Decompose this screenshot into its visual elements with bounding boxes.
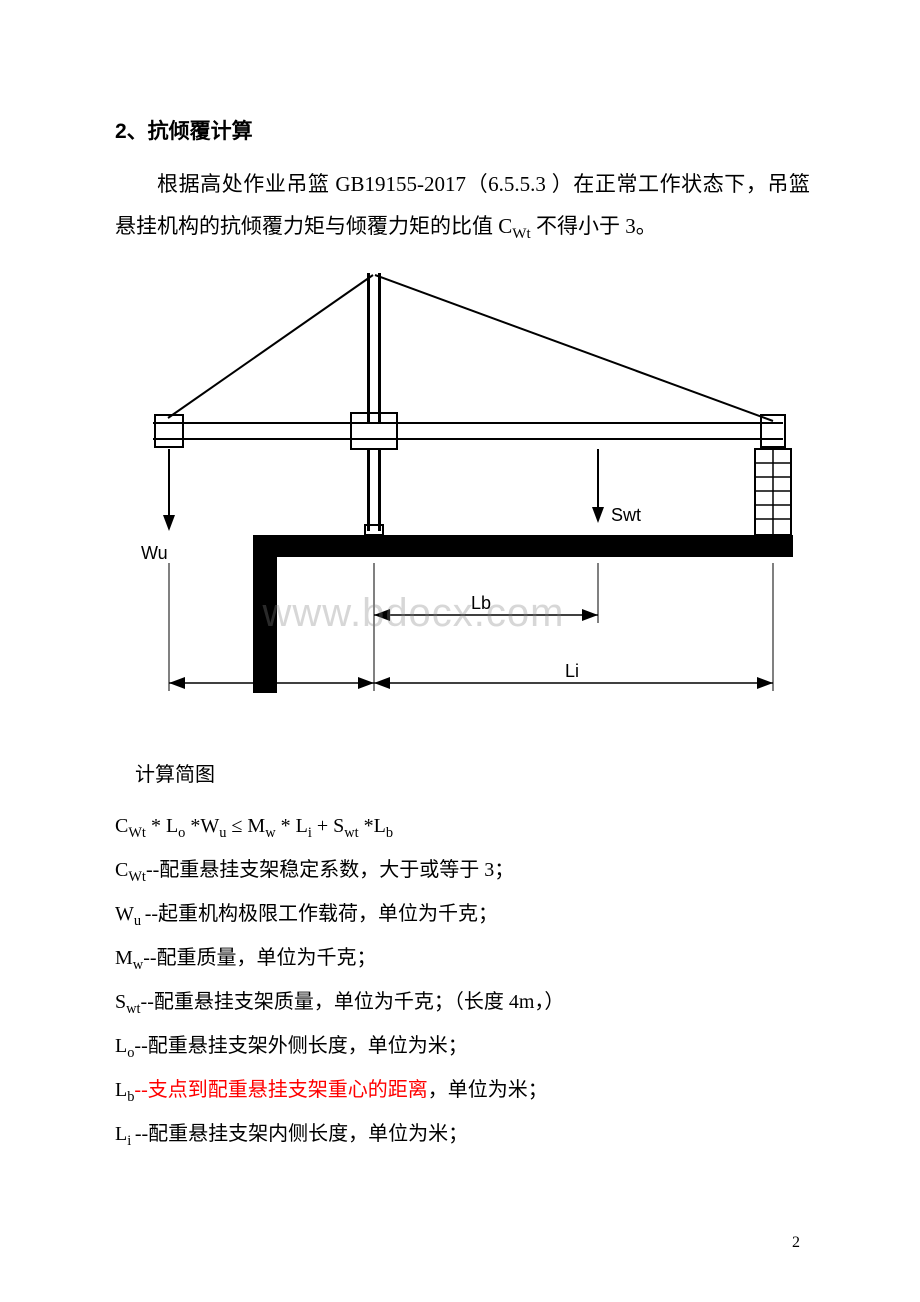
diagram-label-lb: Lb bbox=[471, 593, 491, 613]
definition-line: Lb--支点到配重悬挂支架重心的距离，单位为米； bbox=[115, 1069, 810, 1113]
definition-line: Wu --起重机构极限工作载荷，单位为千克； bbox=[115, 893, 810, 937]
calculation-diagram: Wu Swt Mw Lb Lo bbox=[133, 263, 793, 738]
diagram-caption: 计算简图 bbox=[135, 758, 810, 787]
diagram-label-li: Li bbox=[565, 661, 579, 681]
definition-line: Swt--配重悬挂支架质量，单位为千克；（长度 4m，） bbox=[115, 981, 810, 1025]
definition-line: Li --配重悬挂支架内侧长度，单位为米； bbox=[115, 1113, 810, 1157]
diagram-label-lo: Lo bbox=[255, 661, 275, 681]
formula-line: CWt * Lo *Wu ≤ Mw * Li + Swt *Lb bbox=[115, 805, 810, 849]
diagram-label-wu: Wu bbox=[141, 543, 168, 563]
para-sub: Wt bbox=[512, 226, 530, 242]
diagram-label-swt: Swt bbox=[611, 505, 641, 525]
definition-line: Mw--配重质量，单位为千克； bbox=[115, 937, 810, 981]
section-heading: 2、抗倾覆计算 bbox=[115, 115, 810, 145]
intro-paragraph: 根据高处作业吊篮 GB19155-2017（6.5.5.3 ）在正常工作状态下，… bbox=[115, 163, 810, 249]
definition-line: CWt--配重悬挂支架稳定系数，大于或等于 3； bbox=[115, 849, 810, 893]
page-number: 2 bbox=[792, 1234, 800, 1252]
para-text-prefix: 根据高处作业吊篮 GB19155-2017（6.5.5.3 ）在正常工作状态下，… bbox=[115, 172, 810, 238]
para-text-suffix: 不得小于 3。 bbox=[531, 214, 657, 238]
definition-line: Lo--配重悬挂支架外侧长度，单位为米； bbox=[115, 1025, 810, 1069]
definition-list: CWt--配重悬挂支架稳定系数，大于或等于 3；Wu --起重机构极限工作载荷，… bbox=[115, 849, 810, 1157]
counterweight-icon bbox=[755, 449, 791, 535]
